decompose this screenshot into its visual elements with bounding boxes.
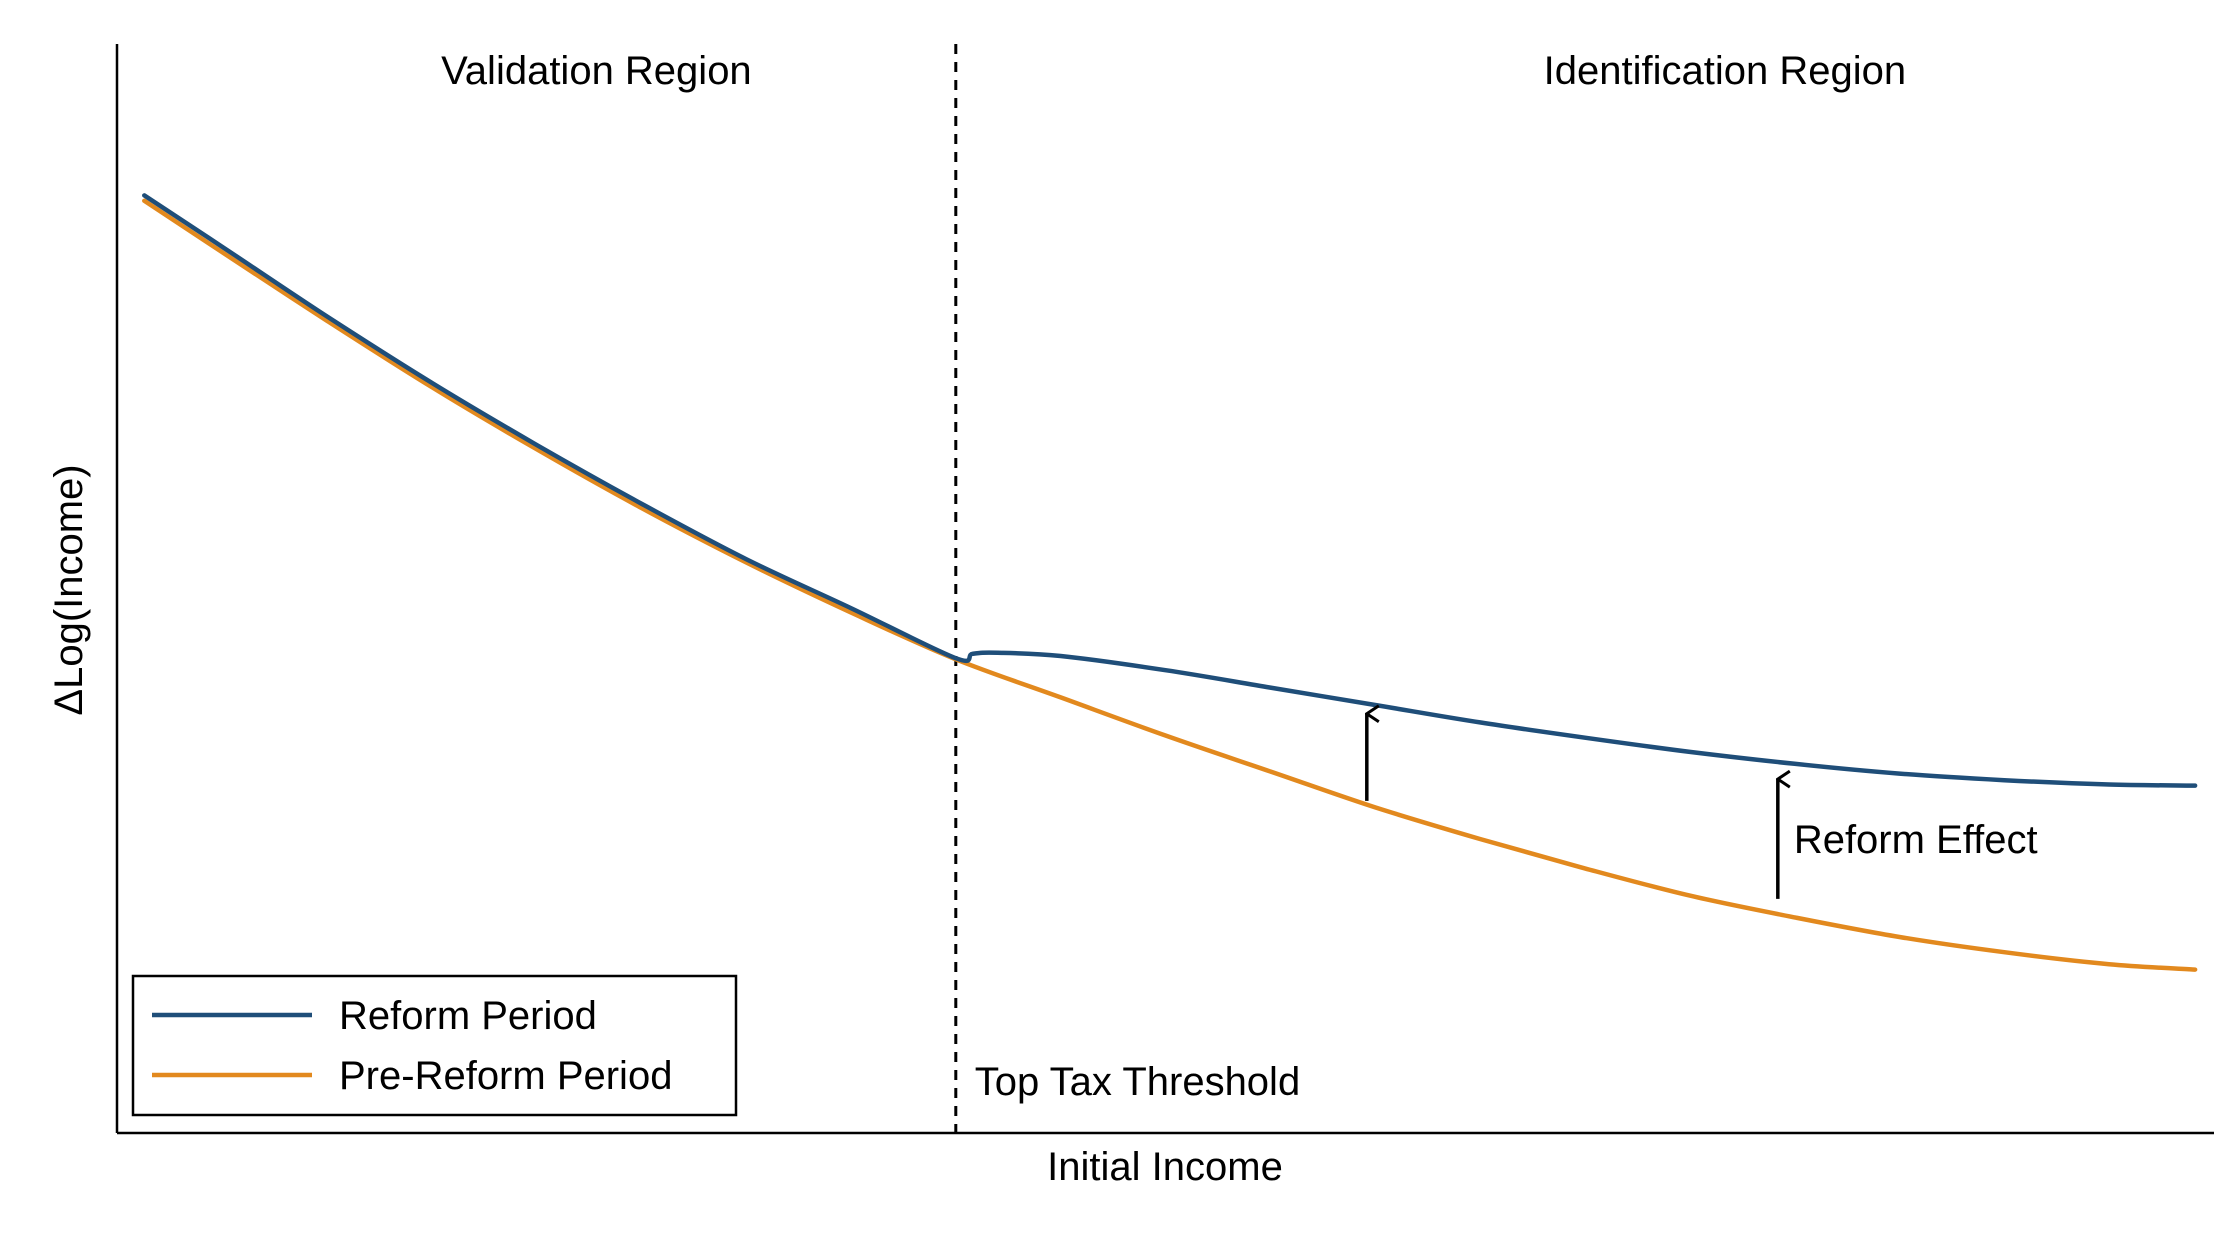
y-axis-label: ΔLog(Income) bbox=[47, 464, 91, 715]
legend-box bbox=[131, 974, 738, 1117]
x-axis-label: Initial Income bbox=[1047, 1145, 1283, 1189]
region-label-identification: Identification Region bbox=[1544, 49, 1906, 93]
reform-effect-label: Reform Effect bbox=[1794, 818, 2038, 862]
series-line-reform-period bbox=[142, 193, 2198, 788]
region-label-validation: Validation Region bbox=[441, 49, 752, 93]
threshold-label: Top Tax Threshold bbox=[975, 1060, 1300, 1104]
legend-label-reform-period: Reform Period bbox=[339, 994, 597, 1038]
legend-label-pre-reform-period: Pre-Reform Period bbox=[339, 1054, 672, 1098]
legend: Reform Period Pre-Reform Period bbox=[131, 974, 738, 1117]
series-line-pre-reform-period bbox=[142, 198, 2198, 972]
